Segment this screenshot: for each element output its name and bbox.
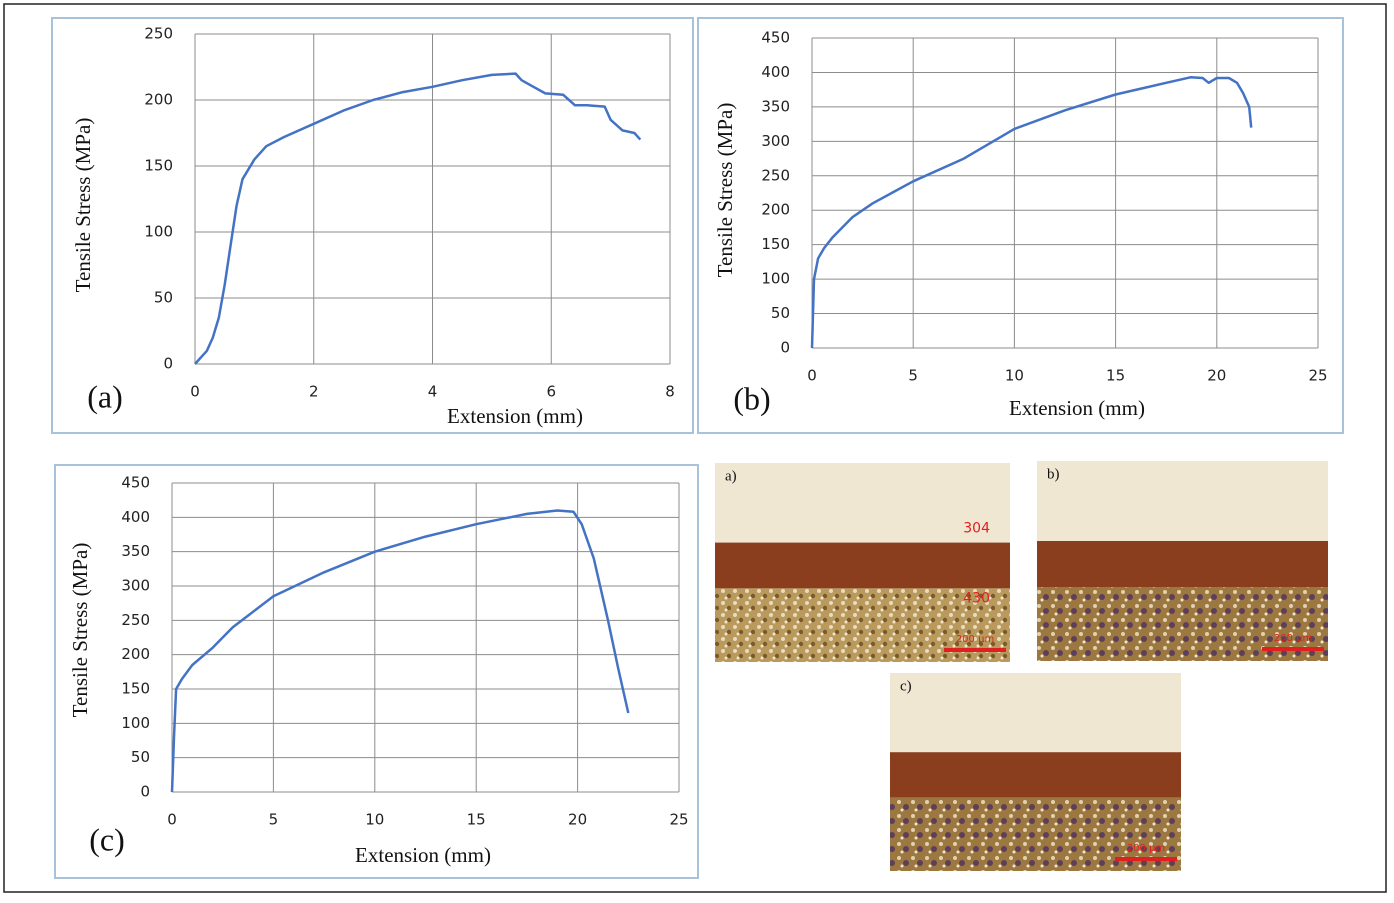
layer-label: 304	[963, 521, 990, 537]
x-tick-label: 20	[568, 811, 587, 829]
y-tick-label: 400	[121, 508, 150, 526]
y-tick-label: 100	[144, 223, 173, 241]
data-line	[172, 511, 628, 793]
x-tick-label: 0	[167, 811, 177, 829]
y-tick-label: 300	[761, 132, 790, 150]
y-tick-label: 450	[121, 474, 150, 492]
y-tick-label: 50	[154, 289, 173, 307]
y-axis-label: Tensile Stress (MPa)	[713, 103, 737, 278]
x-tick-label: 0	[190, 383, 200, 401]
y-tick-label: 150	[121, 680, 150, 698]
x-tick-label: 15	[467, 811, 486, 829]
y-tick-label: 200	[144, 91, 173, 109]
micrograph-band	[715, 543, 1010, 589]
x-axis-label: Extension (mm)	[447, 404, 583, 428]
x-tick-label: 5	[269, 811, 279, 829]
panel-label: (b)	[733, 380, 770, 416]
micrograph-top	[1037, 461, 1328, 541]
y-tick-label: 50	[131, 748, 150, 766]
x-axis-label: Extension (mm)	[1009, 396, 1145, 420]
y-tick-label: 150	[761, 235, 790, 253]
micrograph-band	[890, 752, 1181, 798]
scale-label: 200 µm	[1274, 633, 1312, 644]
x-tick-label: 10	[365, 811, 384, 829]
y-tick-label: 50	[771, 304, 790, 322]
x-tick-label: 8	[665, 383, 675, 401]
x-tick-label: 2	[309, 383, 319, 401]
y-tick-label: 250	[121, 611, 150, 629]
y-tick-label: 150	[144, 157, 173, 175]
y-tick-label: 350	[761, 97, 790, 115]
panel-label: (a)	[87, 378, 123, 414]
micrograph-label: b)	[1047, 466, 1060, 482]
x-tick-label: 20	[1207, 367, 1226, 385]
y-tick-label: 350	[121, 542, 150, 560]
y-tick-label: 100	[761, 270, 790, 288]
scale-label: 200 µm	[1127, 843, 1165, 854]
micrograph-label: a)	[725, 468, 737, 484]
x-tick-label: 5	[908, 367, 918, 385]
y-tick-label: 450	[761, 29, 790, 47]
y-tick-label: 200	[761, 201, 790, 219]
micrograph-band	[1037, 541, 1328, 587]
y-axis-label: Tensile Stress (MPa)	[71, 118, 95, 293]
data-line	[812, 77, 1251, 348]
y-tick-label: 250	[144, 25, 173, 43]
x-axis-label: Extension (mm)	[355, 843, 491, 867]
y-tick-label: 250	[761, 166, 790, 184]
y-axis-label: Tensile Stress (MPa)	[68, 543, 92, 718]
y-tick-label: 200	[121, 645, 150, 663]
data-line	[195, 74, 640, 364]
y-tick-label: 0	[140, 783, 150, 801]
y-tick-label: 100	[121, 714, 150, 732]
y-tick-label: 0	[780, 339, 790, 357]
scale-label: 200 µm	[956, 634, 994, 645]
x-tick-label: 15	[1106, 367, 1125, 385]
x-tick-label: 0	[807, 367, 817, 385]
x-tick-label: 6	[546, 383, 556, 401]
panel-label: (c)	[89, 821, 125, 857]
x-tick-label: 10	[1005, 367, 1024, 385]
micrograph-top	[890, 673, 1181, 752]
x-tick-label: 25	[669, 811, 688, 829]
x-tick-label: 25	[1308, 367, 1327, 385]
figure: 05010015020025002468(a)Extension (mm)Ten…	[0, 0, 1394, 899]
layer-label: 430	[963, 590, 990, 606]
y-tick-label: 400	[761, 63, 790, 81]
micrograph-label: c)	[900, 678, 912, 694]
y-tick-label: 300	[121, 577, 150, 595]
x-tick-label: 4	[428, 383, 438, 401]
y-tick-label: 0	[163, 355, 173, 373]
